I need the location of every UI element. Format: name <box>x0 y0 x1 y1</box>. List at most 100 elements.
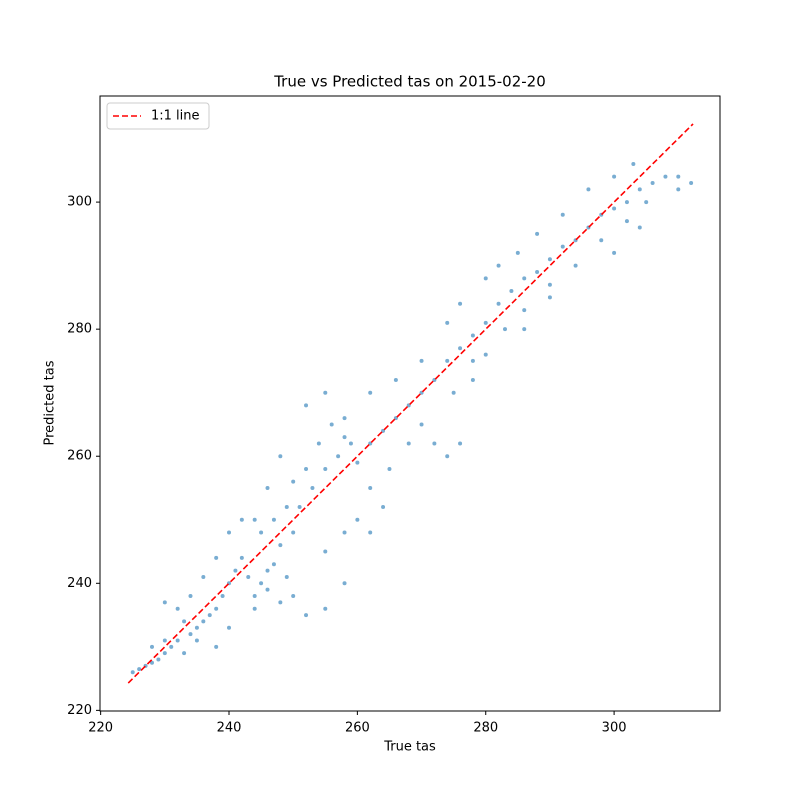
legend-box <box>106 102 210 130</box>
scatter-point <box>381 505 386 510</box>
scatter-point <box>291 594 296 599</box>
plot-frame <box>99 95 721 712</box>
x-tick-label: 280 <box>473 721 498 736</box>
scatter-point <box>342 581 347 586</box>
scatter-point <box>483 352 488 357</box>
scatter-point <box>470 377 475 382</box>
scatter-point <box>265 485 270 490</box>
scatter-point <box>348 441 353 446</box>
scatter-point <box>515 250 520 255</box>
scatter-point <box>304 466 309 471</box>
scatter-point <box>342 435 347 440</box>
scatter-point <box>445 454 450 459</box>
scatter-point <box>496 263 501 268</box>
scatter-point <box>406 441 411 446</box>
y-tick-label: 220 <box>67 703 92 718</box>
scatter-point <box>323 606 328 611</box>
scatter-point <box>419 422 424 427</box>
scatter-point <box>304 613 309 618</box>
scatter-point <box>560 244 565 249</box>
scatter-point <box>445 320 450 325</box>
scatter-point <box>368 530 373 535</box>
scatter-point <box>624 219 629 224</box>
scatter-point <box>233 568 238 573</box>
scatter-point <box>252 517 257 522</box>
scatter-point <box>259 581 264 586</box>
scatter-point <box>162 651 167 656</box>
y-tick-label: 300 <box>67 195 92 210</box>
scatter-point <box>291 479 296 484</box>
scatter-point <box>458 301 463 306</box>
scatter-point <box>162 600 167 605</box>
scatter-point <box>483 320 488 325</box>
scatter-point <box>182 651 187 656</box>
scatter-point <box>156 657 161 662</box>
scatter-point <box>419 358 424 363</box>
scatter-point <box>560 212 565 217</box>
x-tick-label: 300 <box>602 721 627 736</box>
scatter-point <box>612 174 617 179</box>
scatter-point <box>368 485 373 490</box>
scatter-point <box>631 161 636 166</box>
y-tick-label: 240 <box>67 576 92 591</box>
x-tick-label: 260 <box>345 721 370 736</box>
scatter-point <box>432 441 437 446</box>
scatter-point <box>214 606 219 611</box>
scatter-point <box>676 187 681 192</box>
scatter-point <box>194 638 199 643</box>
scatter-point <box>201 574 206 579</box>
x-tick-label: 220 <box>88 721 113 736</box>
scatter-point <box>259 530 264 535</box>
scatter-point <box>214 644 219 649</box>
scatter-point <box>252 606 257 611</box>
scatter-point <box>637 187 642 192</box>
scatter-point <box>220 594 225 599</box>
scatter-point <box>291 530 296 535</box>
scatter-point <box>547 282 552 287</box>
scatter-point <box>637 225 642 230</box>
reference-line <box>127 123 694 684</box>
scatter-point <box>458 346 463 351</box>
scatter-point <box>284 574 289 579</box>
scatter-point <box>137 667 142 672</box>
scatter-point <box>214 555 219 560</box>
scatter-point <box>650 181 655 186</box>
scatter-point <box>676 174 681 179</box>
scatter-point <box>201 619 206 624</box>
scatter-point <box>323 549 328 554</box>
scatter-point <box>271 517 276 522</box>
scatter-point <box>586 187 591 192</box>
scatter-point <box>169 644 174 649</box>
chart-title: True vs Predicted tas on 2015-02-20 <box>273 73 546 91</box>
scatter-point <box>304 403 309 408</box>
x-tick-label: 240 <box>217 721 242 736</box>
scatter-point <box>368 390 373 395</box>
scatter-point <box>162 638 167 643</box>
scatter-point <box>227 625 232 630</box>
y-axis-label: Predicted tas <box>43 360 58 445</box>
scatter-point <box>278 600 283 605</box>
scatter-point <box>522 276 527 281</box>
legend-label: 1:1 line <box>151 109 200 124</box>
scatter-point <box>316 441 321 446</box>
scatter-point <box>547 295 552 300</box>
scatter-point <box>329 422 334 427</box>
scatter-point <box>535 269 540 274</box>
scatter-point <box>522 308 527 313</box>
scatter-point <box>522 327 527 332</box>
y-tick-label: 280 <box>67 322 92 337</box>
scatter-point <box>239 517 244 522</box>
scatter-point <box>470 333 475 338</box>
scatter-point <box>297 505 302 510</box>
scatter-point <box>323 466 328 471</box>
scatter-point <box>252 594 257 599</box>
scatter-point <box>644 200 649 205</box>
scatter-point <box>355 460 360 465</box>
scatter-point <box>663 174 668 179</box>
scatter-point <box>194 625 199 630</box>
scatter-point <box>265 568 270 573</box>
scatter-point <box>336 454 341 459</box>
scatter-point <box>624 200 629 205</box>
